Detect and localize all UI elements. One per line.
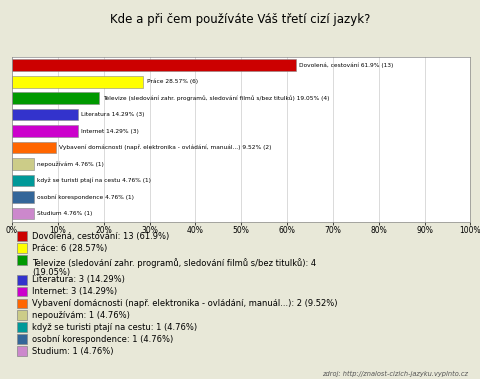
Bar <box>17 243 27 253</box>
Text: Práce: 6 (28.57%): Práce: 6 (28.57%) <box>32 244 108 253</box>
Text: když se turisti ptají na cestu 4.76% (1): když se turisti ptají na cestu 4.76% (1) <box>37 178 152 183</box>
Bar <box>17 334 27 344</box>
Text: Dovolená, cestování 61.9% (13): Dovolená, cestování 61.9% (13) <box>300 62 394 68</box>
Text: Televize (sledování zahr. programů, sledování filmů s/bez titulků) 19.05% (4): Televize (sledování zahr. programů, sled… <box>103 95 329 101</box>
Bar <box>17 255 27 265</box>
Text: Práce 28.57% (6): Práce 28.57% (6) <box>146 79 198 85</box>
Text: nepoužívám: 1 (4.76%): nepoužívám: 1 (4.76%) <box>32 311 130 320</box>
Bar <box>12 142 56 153</box>
Text: Internet 14.29% (3): Internet 14.29% (3) <box>81 128 139 133</box>
Bar <box>12 208 34 219</box>
Text: Vybavení domácnosti (např. elektronika - ovládání, manuál...): 2 (9.52%): Vybavení domácnosti (např. elektronika -… <box>32 299 337 308</box>
Text: Internet: 3 (14.29%): Internet: 3 (14.29%) <box>32 287 117 296</box>
Text: Studium: 1 (4.76%): Studium: 1 (4.76%) <box>32 346 114 356</box>
Bar <box>12 125 77 137</box>
Bar <box>17 310 27 320</box>
Bar <box>17 231 27 241</box>
Bar <box>12 76 143 88</box>
Bar <box>12 158 34 170</box>
Text: Kde a při čem používáte Váš třetí cizí jazyk?: Kde a při čem používáte Váš třetí cizí j… <box>110 13 370 26</box>
Text: nepoužívám 4.76% (1): nepoužívám 4.76% (1) <box>37 161 104 167</box>
Bar <box>17 287 27 296</box>
Text: když se turisti ptají na cestu: 1 (4.76%): když se turisti ptají na cestu: 1 (4.76%… <box>32 323 197 332</box>
Bar <box>12 92 99 104</box>
Text: Vybavení domácnosti (např. elektronika - ovládání, manuál...) 9.52% (2): Vybavení domácnosti (např. elektronika -… <box>60 145 272 150</box>
Text: Dovolená, cestování: 13 (61.9%): Dovolená, cestování: 13 (61.9%) <box>32 232 169 241</box>
Text: Literatura 14.29% (3): Literatura 14.29% (3) <box>81 112 144 117</box>
Text: osobní korespondence: 1 (4.76%): osobní korespondence: 1 (4.76%) <box>32 335 173 344</box>
Bar <box>17 275 27 285</box>
Bar <box>17 346 27 356</box>
Bar <box>12 59 296 71</box>
Text: Televize (sledování zahr. programů, sledování filmů s/bez titulků): 4: Televize (sledování zahr. programů, sled… <box>32 258 316 268</box>
Text: (19.05%): (19.05%) <box>32 268 70 277</box>
Bar <box>12 175 34 186</box>
Text: zdroj: http://znalost-cizich-jazyku.vyplnto.cz: zdroj: http://znalost-cizich-jazyku.vypl… <box>322 371 468 377</box>
Bar <box>12 109 77 121</box>
Bar <box>12 191 34 203</box>
Bar <box>17 323 27 332</box>
Text: Studium 4.76% (1): Studium 4.76% (1) <box>37 211 93 216</box>
Text: osobní korespondence 4.76% (1): osobní korespondence 4.76% (1) <box>37 194 134 200</box>
Text: Literatura: 3 (14.29%): Literatura: 3 (14.29%) <box>32 275 125 284</box>
Bar <box>17 299 27 309</box>
